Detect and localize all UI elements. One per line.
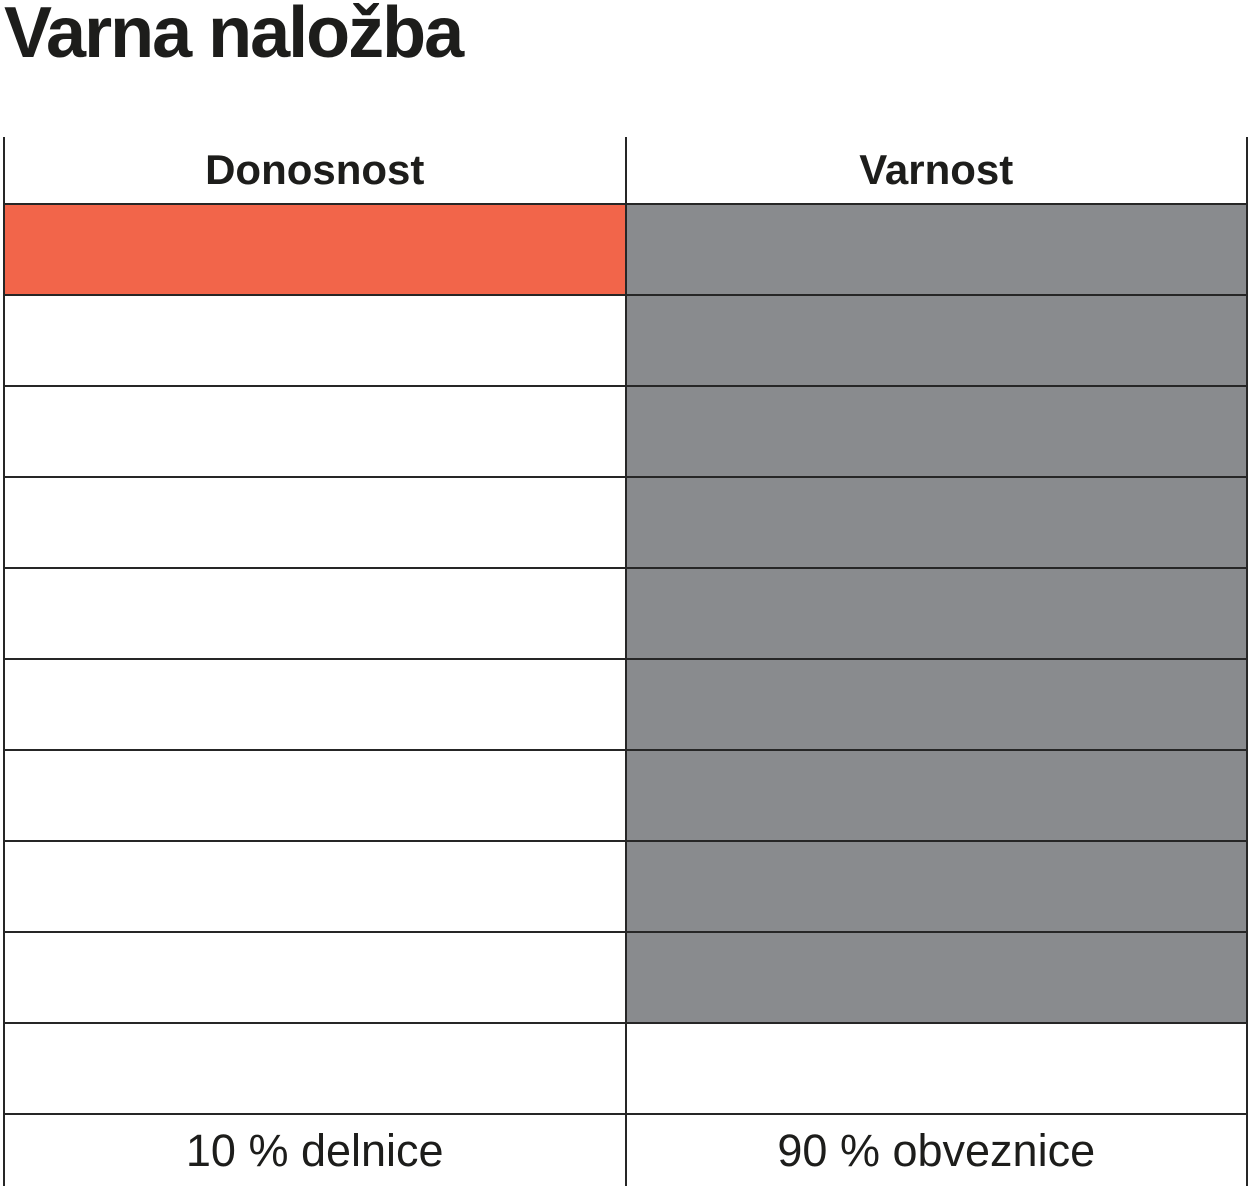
donosnost-cell [3,567,627,660]
donosnost-cell [3,749,627,842]
grid-row [3,1022,1248,1115]
grid-row [3,840,1248,933]
column-header-donosnost: Donosnost [3,137,627,205]
column-header-varnost: Varnost [624,137,1248,205]
varnost-cell [624,385,1248,478]
varnost-cell [624,567,1248,660]
donosnost-cell [3,931,627,1024]
varnost-cell [624,840,1248,933]
varnost-cell [624,476,1248,569]
donosnost-cell [3,203,627,296]
varnost-cell [624,1022,1248,1115]
grid-row [3,749,1248,842]
varnost-cell [624,658,1248,751]
varnost-cell [624,203,1248,296]
donosnost-cell [3,658,627,751]
donosnost-cell [3,1022,627,1115]
page-title: Varna naložba [4,0,464,73]
grid-row [3,658,1248,751]
donosnost-cell [3,840,627,933]
varnost-cell [624,931,1248,1024]
grid-row [3,294,1248,387]
footer-row: 10 % delnice 90 % obveznice [3,1113,1248,1186]
grid-row [3,567,1248,660]
donosnost-cell [3,476,627,569]
varnost-cell [624,294,1248,387]
footer-label-obveznice: 90 % obveznice [624,1113,1248,1186]
grid-row [3,385,1248,478]
allocation-chart: Donosnost Varnost 10 % delnice 90 % obve… [3,137,1248,1186]
grid-row [3,931,1248,1024]
donosnost-cell [3,294,627,387]
varnost-cell [624,749,1248,842]
footer-label-delnice: 10 % delnice [3,1113,627,1186]
header-row: Donosnost Varnost [3,137,1248,205]
grid-rows [3,203,1248,1115]
grid-row [3,203,1248,296]
grid-row [3,476,1248,569]
donosnost-cell [3,385,627,478]
